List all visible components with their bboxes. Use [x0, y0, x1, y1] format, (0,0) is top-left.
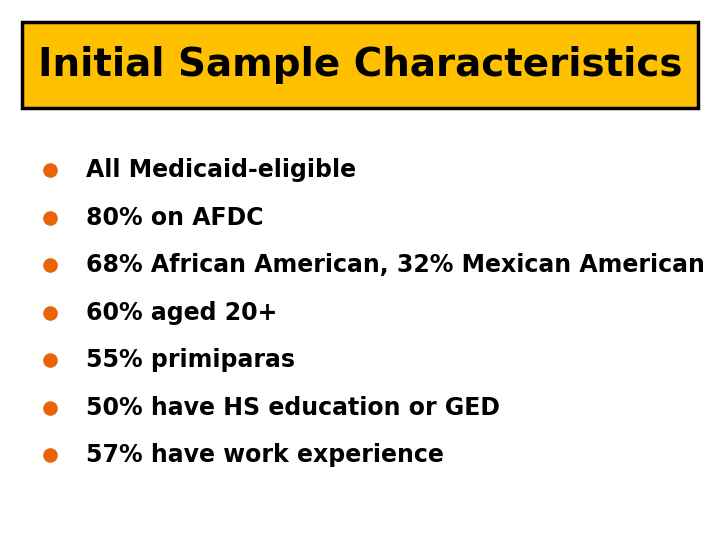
Text: All Medicaid-eligible: All Medicaid-eligible — [86, 158, 356, 182]
Point — [45, 403, 56, 412]
Text: 80% on AFDC: 80% on AFDC — [86, 206, 264, 230]
Point — [45, 261, 56, 269]
Point — [45, 356, 56, 364]
Text: Initial Sample Characteristics: Initial Sample Characteristics — [37, 46, 683, 84]
Point — [45, 166, 56, 174]
Text: 55% primiparas: 55% primiparas — [86, 348, 295, 372]
Text: 50% have HS education or GED: 50% have HS education or GED — [86, 396, 500, 420]
Text: 60% aged 20+: 60% aged 20+ — [86, 301, 278, 325]
Text: 57% have work experience: 57% have work experience — [86, 443, 444, 467]
Point — [45, 213, 56, 222]
Point — [45, 451, 56, 460]
Text: 68% African American, 32% Mexican American: 68% African American, 32% Mexican Americ… — [86, 253, 706, 277]
FancyBboxPatch shape — [22, 22, 698, 108]
Point — [45, 308, 56, 317]
